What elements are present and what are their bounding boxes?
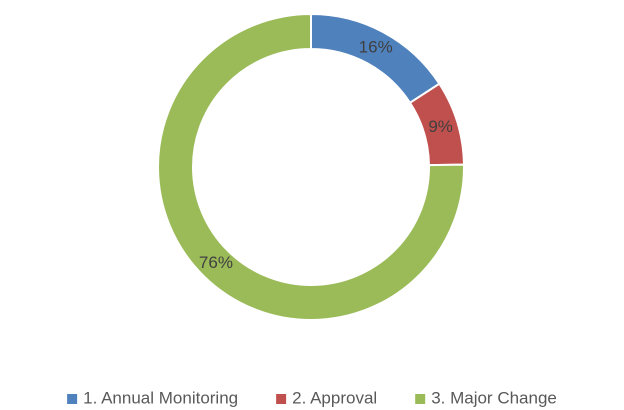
legend-label: 2. Approval: [292, 388, 377, 407]
data-label: 76%: [199, 253, 233, 272]
legend-swatch: [415, 394, 426, 404]
donut-segment: [310, 12, 441, 105]
donut-segment: [157, 12, 465, 321]
data-label: 16%: [359, 37, 393, 56]
legend-swatch: [67, 394, 78, 404]
data-label: 9%: [428, 117, 453, 136]
legend-label: 1. Annual Monitoring: [83, 388, 238, 407]
legend-label: 3. Major Change: [431, 388, 557, 407]
legend-swatch: [276, 394, 287, 404]
